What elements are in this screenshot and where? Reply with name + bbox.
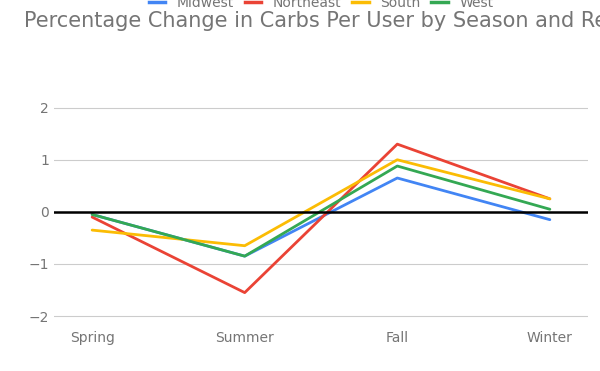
Text: Percentage Change in Carbs Per User by Season and Region: Percentage Change in Carbs Per User by S… (24, 11, 600, 31)
Northeast (394, 142, 401, 147)
Line: West: West (92, 166, 550, 256)
West (394, 164, 401, 168)
West (241, 254, 248, 258)
Midwest (241, 254, 248, 258)
South (241, 243, 248, 248)
Midwest (394, 176, 401, 180)
West (89, 212, 96, 217)
South (394, 158, 401, 162)
Line: South: South (92, 160, 550, 246)
Midwest (546, 217, 553, 222)
Line: Midwest: Midwest (92, 178, 550, 256)
South (89, 228, 96, 232)
Northeast (89, 215, 96, 219)
South (546, 197, 553, 201)
Legend: Midwest, Northeast, South, West: Midwest, Northeast, South, West (149, 0, 493, 10)
Line: Northeast: Northeast (92, 144, 550, 293)
Northeast (546, 197, 553, 201)
West (546, 207, 553, 211)
Northeast (241, 290, 248, 295)
Midwest (89, 212, 96, 217)
